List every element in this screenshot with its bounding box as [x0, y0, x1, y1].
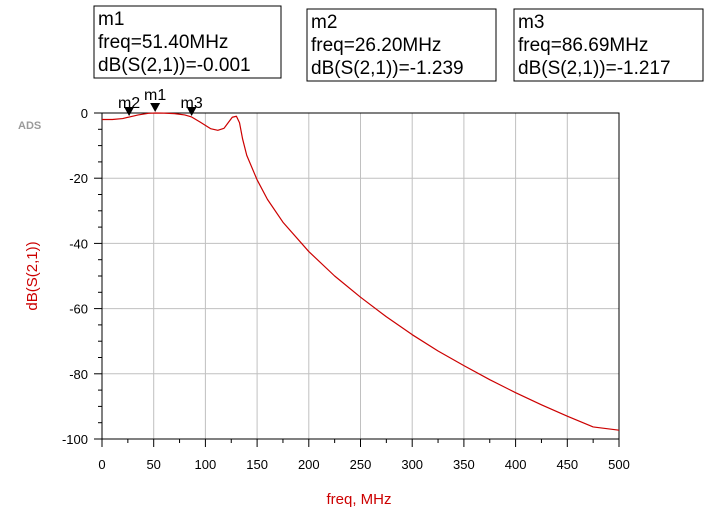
marker-box-m3-freq: freq=86.69MHz: [518, 35, 648, 56]
series-line-0: [102, 112, 620, 431]
marker-label-m1: m1: [144, 87, 166, 104]
marker-label-m3: m3: [181, 95, 203, 112]
x-tick-label-50: 50: [146, 457, 160, 472]
x-tick-label-500: 500: [608, 457, 630, 472]
y-tick-label--60: -60: [69, 302, 88, 317]
y-tick-label--80: -80: [69, 367, 88, 382]
tick-marks: [94, 112, 620, 447]
y-tick-label--40: -40: [69, 236, 88, 251]
marker-triangle-m2: [124, 107, 135, 117]
marker-label-m2: m2: [118, 95, 140, 112]
marker-triangle-m3: [186, 106, 197, 116]
x-tick-label-150: 150: [246, 457, 268, 472]
series: [102, 112, 620, 431]
x-tick-label-100: 100: [195, 457, 217, 472]
x-tick-label-350: 350: [453, 457, 475, 472]
marker-box-m1: m1 freq=51.40MHz dB(S(2,1))=-0.001: [93, 5, 282, 79]
marker-box-m2: m2 freq=26.20MHz dB(S(2,1))=-1.239: [306, 8, 497, 82]
x-tick-label-450: 450: [556, 457, 578, 472]
marker-triangle-m1: [150, 103, 161, 113]
y-tick-label--20: -20: [69, 171, 88, 186]
x-tick-labels: 0 50 100 150 200 250 300 350 400 450 500: [98, 457, 629, 472]
marker-box-m2-freq: freq=26.20MHz: [311, 35, 441, 56]
x-tick-label-200: 200: [298, 457, 320, 472]
marker-box-m1-name: m1: [98, 9, 124, 30]
y-axis-title: dB(S(2,1)): [24, 241, 41, 310]
plot-frame: [101, 112, 620, 440]
y-tick-label-0: 0: [81, 106, 88, 121]
x-tick-label-250: 250: [350, 457, 372, 472]
grid: [102, 113, 619, 439]
marker-box-m1-freq: freq=51.40MHz: [98, 32, 228, 53]
marker-box-m3-value: dB(S(2,1))=-1.217: [518, 58, 671, 79]
marker-box-m2-value: dB(S(2,1))=-1.239: [311, 58, 464, 79]
ads-tag: ADS: [18, 120, 41, 132]
marker-box-m3-name: m3: [518, 12, 544, 33]
marker-box-m2-name: m2: [311, 12, 337, 33]
marker-box-m1-value: dB(S(2,1))=-0.001: [98, 55, 251, 76]
marker-box-m3: m3 freq=86.69MHz dB(S(2,1))=-1.217: [513, 8, 704, 82]
x-axis-title: freq, MHz: [326, 491, 391, 508]
y-tick-labels: 0 -20 -40 -60 -80 -100: [62, 106, 88, 447]
y-tick-label--100: -100: [62, 432, 88, 447]
x-tick-label-400: 400: [505, 457, 527, 472]
x-tick-label-0: 0: [98, 457, 105, 472]
x-tick-label-300: 300: [401, 457, 423, 472]
